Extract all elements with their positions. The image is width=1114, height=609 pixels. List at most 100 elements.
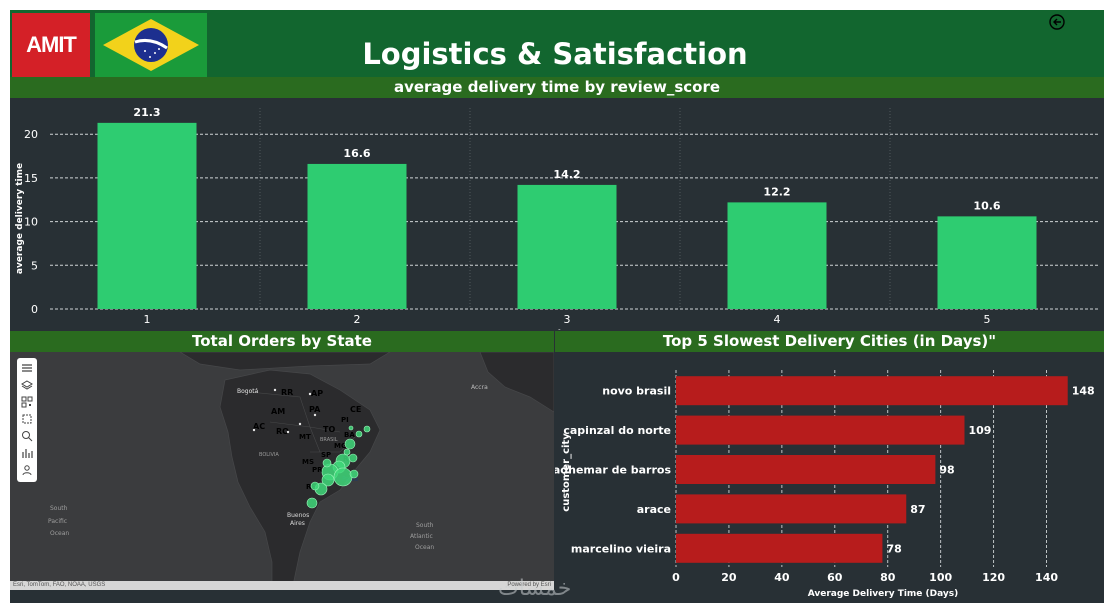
order-bubble-small — [313, 413, 317, 417]
bar — [676, 415, 965, 445]
y-tick-label: marcelino vieira — [571, 542, 671, 555]
select-icon[interactable] — [21, 413, 33, 425]
page-title: Logistics & Satisfaction — [362, 37, 748, 71]
map-label-ac: AC — [253, 422, 266, 431]
bar — [676, 455, 936, 484]
x-axis-title: review_score — [539, 329, 612, 330]
data-label: 148 — [1072, 385, 1095, 398]
map-label-sp: SP — [321, 451, 332, 459]
order-bubble-small — [308, 392, 312, 396]
map-label-bogota: Bogotá — [237, 388, 259, 395]
order-bubble — [344, 438, 356, 450]
data-label: 109 — [968, 424, 991, 437]
map-label-mg: MG — [334, 442, 347, 450]
watermark: خمسات — [498, 576, 572, 601]
y-tick-label: 0 — [31, 303, 38, 316]
y-tick-label: 5 — [31, 259, 38, 272]
map-label-south-atlantic-3: Ocean — [415, 544, 435, 551]
map-label-ms: MS — [302, 458, 315, 466]
attribution-right: Powered by Esri — [507, 582, 551, 588]
map-label-ro: RO — [276, 427, 289, 436]
map-label-brasil: BRASIL — [320, 437, 338, 443]
right-chart-title: Top 5 Slowest Delivery Cities (in Days)" — [555, 331, 1104, 352]
x-tick-label: 100 — [929, 571, 952, 584]
bar — [676, 376, 1068, 406]
map-label-pi: PI — [341, 416, 349, 424]
map-label-buenos-aires-2: Aires — [290, 520, 305, 527]
order-bubble — [363, 425, 371, 433]
order-bubble-small — [298, 422, 302, 426]
map-label-to: TO — [323, 425, 336, 434]
data-label: 78 — [886, 542, 901, 555]
order-bubble-small — [252, 428, 256, 432]
x-tick-label: 40 — [774, 571, 790, 584]
attribution-left: Esri, TomTom, FAO, NOAA, USGS — [13, 582, 106, 588]
person-icon[interactable] — [21, 464, 33, 476]
map-label-ba: BA — [344, 431, 355, 439]
state-orders-map[interactable]: BogotáAccraRRAPAMPACEPIACROTOBAMTMGMSSPR… — [10, 352, 554, 590]
map-label-south-pacific-1: South — [50, 505, 68, 512]
map-label-south-atlantic-2: Atlantic — [410, 533, 433, 540]
bar — [676, 533, 883, 563]
order-bubble — [333, 467, 353, 487]
chart-icon[interactable] — [21, 447, 33, 459]
data-label: 14.2 — [553, 168, 580, 181]
map-label-accra: Accra — [471, 384, 488, 391]
header-bar: AMIT Logistics & Satisfaction — [10, 10, 1104, 77]
order-bubble — [348, 425, 354, 431]
x-tick-label: 3 — [564, 313, 571, 326]
data-label: 21.3 — [133, 106, 160, 119]
order-bubbles — [252, 388, 371, 509]
x-tick-label: 120 — [982, 571, 1005, 584]
y-tick-label: adhemar de barros — [555, 464, 671, 477]
search-icon[interactable] — [21, 430, 33, 442]
menu-icon[interactable] — [21, 362, 33, 374]
order-bubble — [310, 481, 320, 491]
y-tick-label: capinzal do norte — [563, 424, 671, 437]
data-label: 87 — [910, 503, 925, 516]
map-label-ap: AP — [311, 389, 324, 398]
brazil-flag-icon — [95, 13, 207, 77]
data-label: 10.6 — [973, 199, 1000, 212]
order-bubble — [306, 497, 318, 509]
x-tick-label: 1 — [144, 313, 151, 326]
x-tick-label: 0 — [672, 571, 680, 584]
layers-icon[interactable] — [21, 379, 33, 391]
map-label-rr: RR — [281, 388, 294, 397]
slowest-cities-chart: 0 20 40 60 80 100 120 140 148 novo brasil 109 capin… — [555, 352, 1104, 603]
data-label: 12.2 — [763, 185, 790, 198]
map-canvas — [10, 352, 554, 590]
bar — [727, 202, 827, 309]
data-label: 16.6 — [343, 147, 370, 160]
y-tick-label: 15 — [24, 172, 38, 185]
qr-icon[interactable] — [21, 396, 33, 408]
x-axis-title: Average Delivery Time (Days) — [808, 589, 959, 599]
bar — [97, 122, 197, 309]
x-tick-label: 140 — [1035, 571, 1058, 584]
back-arrow-icon[interactable] — [1049, 14, 1065, 30]
bar — [307, 163, 407, 309]
y-tick-label: arace — [637, 503, 671, 516]
order-bubble — [355, 430, 363, 438]
bar — [676, 494, 907, 524]
top-chart-title: average delivery time by review_score — [10, 77, 1104, 98]
order-bubble — [321, 473, 335, 487]
y-axis-title: customer_city — [561, 433, 572, 512]
bar — [517, 184, 617, 309]
map-label-mt: MT — [299, 433, 311, 441]
y-axis-title: average delivery time — [15, 163, 25, 274]
map-label-bolivia: BOLIVIA — [259, 452, 279, 458]
x-tick-label: 5 — [984, 313, 991, 326]
bar — [937, 216, 1037, 309]
x-tick-label: 2 — [354, 313, 361, 326]
delivery-time-by-score-chart: 0 5 10 15 20 21.3 1 16.6 2 14.2 3 12.2 4 10.6 5 review_… — [15, 106, 1100, 330]
amit-logo: AMIT — [12, 13, 90, 77]
map-label-south-pacific-3: Ocean — [50, 530, 70, 537]
map-toolbar — [17, 358, 37, 482]
order-bubble — [349, 469, 359, 479]
x-tick-label: 80 — [880, 571, 896, 584]
map-label-ce: CE — [350, 405, 362, 414]
dashboard-frame: AMIT Logistics & Satisfaction average de… — [10, 10, 1104, 603]
x-tick-label: 4 — [774, 313, 781, 326]
x-tick-label: 60 — [827, 571, 843, 584]
